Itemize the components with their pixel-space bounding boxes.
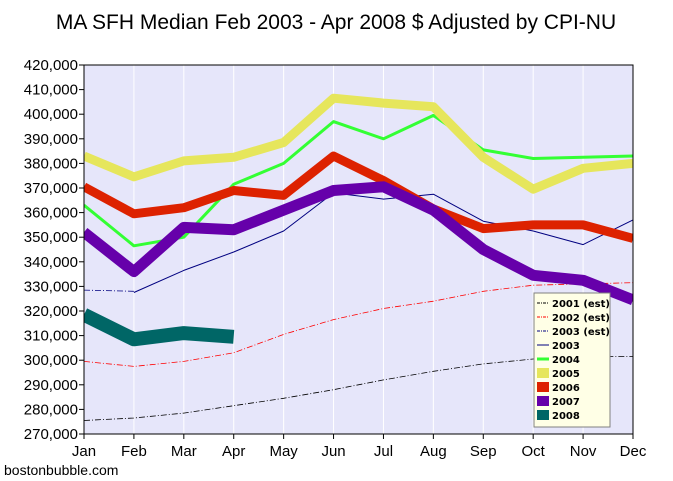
y-tick-label: 350,000	[24, 229, 78, 246]
series-line-2006	[84, 151, 633, 243]
legend-swatch-2008	[537, 410, 549, 420]
legend-swatch-2005	[537, 368, 549, 378]
series-line-2007	[84, 181, 633, 306]
legend-swatch-2007	[537, 396, 549, 406]
legend-label-2003-est: 2003 (est)	[552, 327, 610, 338]
y-tick-label: 280,000	[24, 401, 78, 418]
x-tick-label: Oct	[522, 443, 546, 460]
series-lines	[84, 93, 633, 421]
y-tick-label: 310,000	[24, 328, 78, 345]
legend-label-2001-est: 2001 (est)	[552, 299, 610, 310]
series-line-2003-est	[84, 289, 134, 292]
x-axis: Jan Feb Mar Apr May Jun Jul Aug Sep Oct Nov Dec	[72, 434, 647, 460]
legend: 2001 (est) 2002 (est) 2003 (est) 2003 2004 20…	[533, 292, 611, 428]
y-tick-label: 330,000	[24, 278, 78, 295]
series-line-2002-est	[84, 282, 633, 367]
legend-label-2003: 2003	[552, 341, 580, 352]
x-tick-label: May	[269, 443, 298, 460]
x-tick-label: Aug	[420, 443, 447, 460]
x-tick-label: Sep	[470, 443, 497, 460]
y-tick-label: 320,000	[24, 303, 78, 320]
x-tick-label: Dec	[620, 443, 647, 460]
x-tick-label: Nov	[570, 443, 597, 460]
y-tick-label: 300,000	[24, 352, 78, 369]
x-tick-label: Mar	[171, 443, 197, 460]
y-tick-label: 400,000	[24, 106, 78, 123]
x-tick-label: Feb	[121, 443, 147, 460]
x-tick-label: Jun	[321, 443, 345, 460]
y-tick-label: 340,000	[24, 254, 78, 271]
x-tick-label: Apr	[222, 443, 245, 460]
x-tick-label: Jan	[72, 443, 96, 460]
credit-text: bostonbubble.com	[4, 462, 118, 478]
chart-title: MA SFH Median Feb 2003 - Apr 2008 $ Adju…	[56, 11, 616, 34]
y-tick-label: 380,000	[24, 155, 78, 172]
y-axis: 270,000 280,000 290,000 300,000 310,000 320,0…	[24, 57, 84, 443]
y-tick-label: 360,000	[24, 205, 78, 222]
y-tick-label: 270,000	[24, 426, 78, 443]
legend-label-2006: 2006	[552, 383, 580, 394]
y-tick-label: 390,000	[24, 131, 78, 148]
legend-label-2005: 2005	[552, 369, 580, 380]
y-tick-label: 410,000	[24, 82, 78, 99]
legend-label-2004: 2004	[552, 355, 580, 366]
plot-frame	[83, 64, 634, 435]
series-line-2008	[84, 308, 235, 347]
x-tick-label: Jul	[374, 443, 393, 460]
series-line-2003	[133, 192, 633, 293]
y-tick-label: 370,000	[24, 180, 78, 197]
series-line-2005	[84, 93, 633, 194]
legend-label-2008: 2008	[552, 411, 580, 422]
legend-label-2002-est: 2002 (est)	[552, 313, 610, 324]
legend-swatch-2006	[537, 382, 549, 392]
y-tick-label: 290,000	[24, 377, 78, 394]
y-tick-label: 420,000	[24, 57, 78, 74]
legend-label-2007: 2007	[552, 397, 580, 408]
